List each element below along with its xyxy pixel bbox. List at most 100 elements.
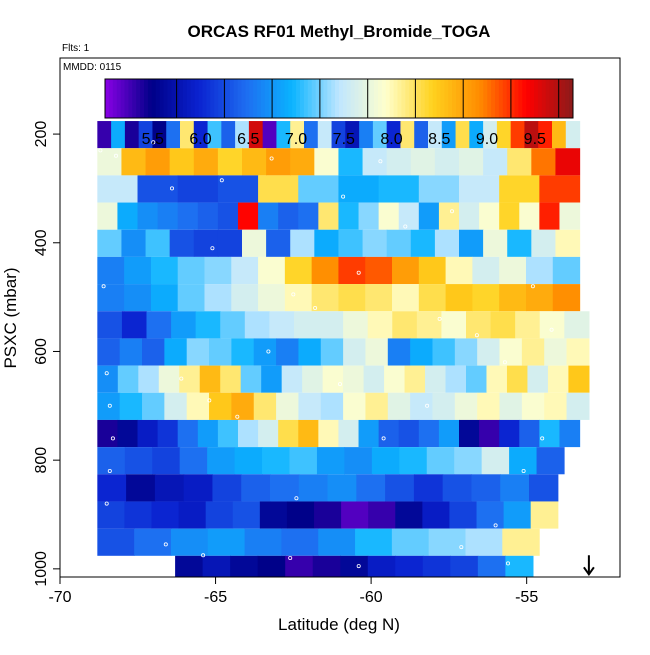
heatmap-cell [434,229,460,257]
heatmap-cell [418,419,440,448]
heatmap-cell [465,528,503,556]
heatmap-cell [276,121,291,149]
colorbar-segment [553,79,558,118]
colorbar-segment [218,79,223,118]
heatmap-cell [258,175,299,203]
heatmap-cell [442,474,473,502]
heatmap-cell [367,311,393,339]
heatmap-cell [428,121,443,149]
heatmap-cell [387,392,411,420]
heatmap-cell [302,365,324,393]
colorbar [104,78,574,119]
colorbar-segment [339,79,344,118]
heatmap-cell [97,148,123,176]
colorbar-segment [276,79,281,118]
heatmap-cell [372,121,388,149]
heatmap-cell [445,256,473,285]
heatmap-cell [566,338,590,366]
heatmap-cell [459,148,484,176]
colorbar-segment [569,79,574,118]
colorbar-segment [518,79,523,118]
colorbar-segment [315,79,320,118]
heatmap-cell [117,419,139,448]
colorbar-segment [346,79,352,118]
heatmap-cell [410,338,434,366]
heatmap-cell [286,501,315,529]
colorbar-segment [374,79,379,118]
colorbar-segment [167,79,172,118]
heatmap-cell [503,501,532,529]
heatmap-cell [362,229,388,257]
colorbar-segment [452,79,457,118]
heatmap-cell [177,284,206,312]
colorbar-segment [268,79,274,118]
heatmap-cell [477,555,506,577]
colorbar-segment [249,79,254,118]
heatmap-cell [318,311,344,339]
plot-frame [59,57,621,578]
colorbar-tick-label: 9.5 [524,131,546,148]
colorbar-segment [549,79,554,118]
sample-point [266,349,271,354]
sample-point [549,327,554,332]
heatmap-cell [331,121,346,149]
heatmap-cell [270,474,300,502]
heatmap-cell [186,392,210,420]
heatmap-cell [220,365,242,393]
heatmap-cell [428,528,467,556]
heatmap-cell [384,365,406,393]
colorbar-tick-label: 8.0 [380,131,402,148]
sample-point [356,270,361,275]
heatmap-cell [262,447,291,475]
heatmap-cell [477,392,501,420]
colorbar-segment [522,79,527,118]
heatmap-cell [204,256,232,285]
heatmap-cell [314,501,342,529]
sample-point [378,159,383,164]
heatmap-cell [356,474,386,502]
heatmap-cell [111,121,126,149]
heatmap-cell [195,311,221,339]
heatmap-cell [179,447,208,475]
heatmap-cell [378,202,400,230]
colorbar-segment [225,79,231,118]
heatmap-cell [97,311,123,339]
heatmap-cell [117,202,139,230]
colorbar-segment [565,79,570,118]
colorbar-segment [393,79,398,118]
heatmap-cell [314,229,340,257]
heatmap-cell [322,365,344,393]
colorbar-segment [194,79,200,118]
heatmap-cell [385,474,415,502]
heatmap-cell [124,256,152,285]
heatmap-cell [476,501,505,529]
y-tick-label: 200 [33,121,50,148]
colorbar-segment [350,79,356,118]
heatmap-cell [244,528,282,556]
heatmap-cell [248,121,264,149]
heatmap-cell [97,175,139,203]
heatmap-cell [398,419,420,448]
heatmap-cell [490,311,516,339]
heatmap-cell [137,202,159,230]
heatmap-cell [207,528,246,556]
heatmap-cell [479,419,500,448]
colorbar-segment [335,79,340,118]
y-axis-label: PSXC (mbar) [1,267,20,368]
heatmap-cell [146,311,172,339]
heatmap-cell [525,284,554,312]
colorbar-segment [561,79,566,118]
heatmap-cell [175,555,204,577]
heatmap-cell [266,148,291,176]
sample-point [207,398,212,403]
heatmap-cell [257,555,286,577]
colorbar-segment [186,79,192,118]
heatmap-cell [177,202,199,230]
colorbar-segment [545,79,551,118]
heatmap-cell [521,392,545,420]
colorbar-segment [487,79,492,118]
heatmap-cell [519,202,540,230]
heatmap-cell [559,419,581,448]
colorbar-segment [136,79,141,118]
heatmap-cell [386,229,412,257]
